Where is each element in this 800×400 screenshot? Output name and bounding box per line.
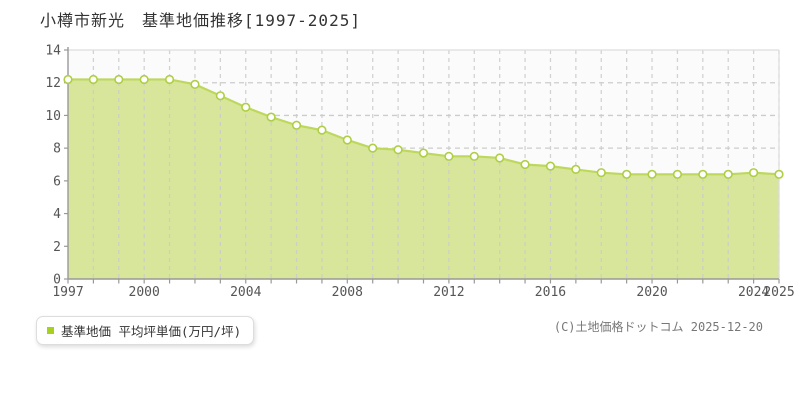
y-axis-label: 10 [45,109,61,124]
y-axis-label: 4 [53,207,61,222]
x-axis-label: 2024 [738,285,769,300]
data-point-2007[interactable] [317,125,327,135]
legend-label: 基準地価 平均坪単価(万円/坪) [61,324,242,339]
data-point-2020[interactable] [647,169,657,179]
data-point-2005[interactable] [266,112,276,122]
data-point-2004[interactable] [241,102,251,112]
x-axis-label: 2016 [535,285,566,300]
data-point-2018[interactable] [596,168,606,178]
data-point-2000[interactable] [139,74,149,85]
legend: 基準地価 平均坪単価(万円/坪) [36,316,255,345]
data-point-2012[interactable] [444,151,454,161]
data-point-2003[interactable] [215,91,225,101]
data-point-2016[interactable] [545,161,556,171]
data-point-2009[interactable] [368,143,378,153]
data-point-2019[interactable] [622,169,632,179]
data-point-2021[interactable] [672,169,683,179]
data-point-1997[interactable] [63,74,73,85]
x-axis-label: 2025 [763,285,794,300]
copyright-text: (C)土地価格ドットコム 2025-12-20 [553,320,763,334]
data-point-2002[interactable] [190,79,200,89]
chart-title: 小樽市新光 基準地価推移[1997-2025] [40,11,361,30]
x-axis-label: 2020 [636,285,667,300]
price-trend-chart: 0 2 4 6 8 10 12 14 1997 2000 2004 2008 2012 2016 2020 2… [45,44,794,301]
y-axis-label: 8 [53,142,61,157]
data-point-2024[interactable] [749,168,759,178]
data-point-2006[interactable] [291,120,302,130]
y-axis-label: 2 [53,240,61,255]
data-point-2008[interactable] [342,135,352,145]
x-axis-label: 1997 [52,285,83,300]
data-point-2010[interactable] [393,145,403,155]
y-axis-label: 12 [45,76,61,91]
data-point-1999[interactable] [114,74,124,85]
y-axis-label: 14 [45,44,61,59]
data-point-2025[interactable] [774,169,784,179]
data-point-1998[interactable] [88,74,98,85]
data-point-2013[interactable] [469,151,479,161]
x-axis-label: 2012 [433,285,464,300]
y-axis-label: 6 [53,174,61,189]
x-axis-label: 2000 [129,285,160,300]
data-point-2015[interactable] [520,159,530,170]
data-point-2011[interactable] [418,148,429,158]
x-axis-label: 2004 [230,285,261,300]
data-point-2022[interactable] [698,169,708,179]
x-axis-label: 2008 [332,285,363,300]
data-point-2014[interactable] [495,153,505,163]
data-point-2023[interactable] [723,169,733,179]
legend-marker-square [47,327,54,334]
data-point-2017[interactable] [571,164,581,175]
data-point-2001[interactable] [164,74,175,85]
y-axis-label: 0 [53,273,61,288]
